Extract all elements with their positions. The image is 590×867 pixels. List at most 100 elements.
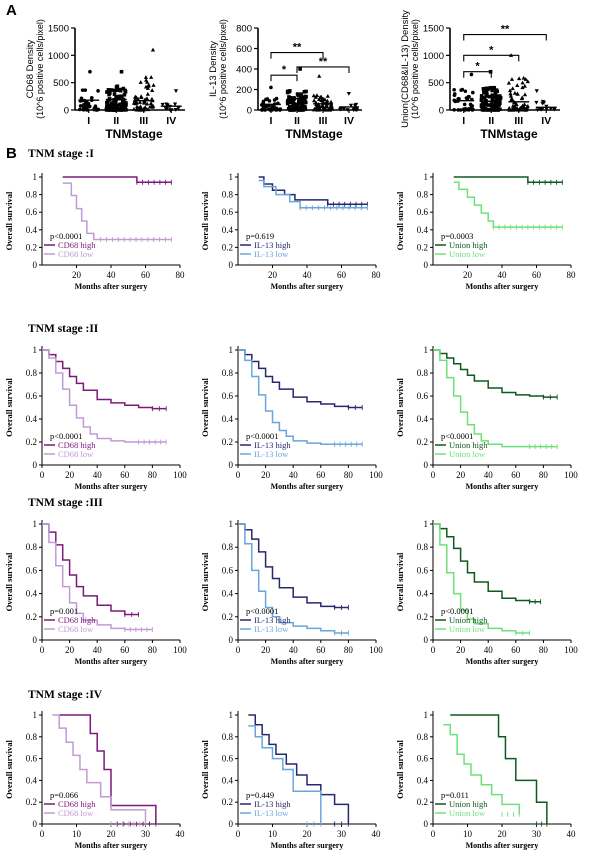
legend-entry: CD68 low — [58, 624, 94, 634]
p-value: p<0.0001 — [441, 606, 473, 616]
y-axis-label: Overall survival — [4, 191, 14, 250]
x-tick-label: I — [87, 115, 90, 127]
x-axis-label: Months after surgery — [271, 841, 344, 850]
km-curve-low — [453, 181, 563, 228]
scatter-point — [482, 95, 487, 100]
x-tick-label: 0 — [236, 829, 241, 839]
scatter-point — [492, 85, 497, 90]
scatter-point — [544, 107, 549, 112]
p-value: p=0.449 — [246, 790, 274, 800]
scatter-point — [490, 88, 494, 93]
scatter-point — [143, 75, 149, 79]
scatter-point — [317, 97, 322, 101]
scatter-point — [452, 93, 457, 98]
stage-title-2: TNM stage :II — [28, 323, 99, 335]
y-tick-label: 500 — [428, 78, 444, 89]
scatter-point — [341, 107, 347, 112]
scatter-point — [489, 102, 494, 107]
x-tick-label: 0 — [431, 829, 436, 839]
scatter-point — [146, 82, 151, 87]
x-tick-label: 0 — [236, 645, 241, 655]
scatter-point — [535, 108, 540, 113]
scatter-point — [523, 77, 528, 81]
scatter-point — [173, 89, 179, 94]
scatter-point — [265, 97, 270, 101]
scatter-point — [285, 99, 290, 104]
scatter-point — [328, 104, 333, 108]
y-tick-label: 0.8 — [26, 732, 38, 742]
x-tick-label: 60 — [532, 270, 542, 280]
scatter-point — [506, 80, 511, 85]
x-tick-label: II — [113, 115, 119, 127]
scatter-point — [114, 107, 119, 111]
x-tick-label: 100 — [173, 645, 187, 655]
x-axis-label: Months after surgery — [75, 841, 148, 850]
y-tick-label: 1 — [33, 710, 38, 720]
scatter-point — [94, 107, 99, 111]
scatter-point — [144, 96, 150, 101]
legend-entry: CD68 high — [58, 440, 96, 450]
scatter-point — [452, 108, 456, 112]
legend-entry: Union high — [449, 615, 488, 625]
scatter-point — [147, 104, 153, 109]
y-tick-label: 0 — [33, 460, 38, 470]
x-tick-label: 80 — [148, 645, 158, 655]
x-axis-label: Months after surgery — [466, 841, 539, 850]
legend-entry: CD68 low — [58, 808, 94, 818]
x-tick-label: 20 — [261, 470, 271, 480]
scatter-point — [299, 92, 303, 96]
p-value: p=0.619 — [246, 231, 274, 241]
scatter-point — [352, 103, 358, 108]
scatter-point — [498, 107, 502, 112]
scatter-point — [83, 88, 88, 92]
scatter-point — [119, 69, 124, 74]
scatter-point — [484, 107, 489, 112]
x-tick-label: III — [514, 115, 523, 127]
scatter-point — [297, 107, 302, 112]
scatter-point — [88, 69, 92, 74]
scatter-point — [507, 88, 513, 93]
x-tick-label: II — [488, 115, 494, 127]
x-tick-label: 40 — [372, 829, 382, 839]
scatter-point — [523, 107, 528, 112]
scatter-point — [299, 98, 303, 102]
scatter-point — [522, 92, 528, 97]
km-curve-high — [238, 523, 349, 609]
y-tick-label: 0 — [439, 106, 444, 117]
scatter-point — [348, 103, 354, 108]
x-tick-label: 40 — [289, 645, 299, 655]
scatter-point — [469, 105, 474, 110]
scatter-point — [105, 108, 110, 112]
scatter-point — [534, 89, 539, 94]
y-axis-label: Union(CD68&IL-13) Density — [400, 10, 411, 128]
scatter-point — [460, 87, 465, 92]
significance-label: ** — [319, 56, 328, 68]
significance-bracket — [296, 66, 350, 73]
scatter-point — [517, 76, 522, 81]
y-tick-label: 1 — [33, 172, 38, 182]
scatter-point — [521, 75, 526, 80]
y-tick-label: 1 — [424, 345, 429, 355]
panel-label-b: B — [6, 145, 17, 162]
x-tick-label: 20 — [261, 645, 271, 655]
scatter-point — [322, 97, 327, 102]
legend-entry: IL-13 low — [254, 449, 289, 459]
p-value: p=0.001 — [50, 606, 78, 616]
y-tick-label: 0.8 — [222, 368, 234, 378]
scatter-point — [296, 93, 301, 98]
km-2-2: 0 0.2 0.4 0.6 0.8 1 0 20 40 60 80 100 Months after s… — [200, 345, 383, 491]
scatter-point — [112, 92, 117, 96]
scatter-point — [486, 87, 490, 92]
y-tick-label: 1 — [424, 519, 429, 529]
scatter-point — [495, 108, 500, 112]
scatter-point — [118, 102, 123, 106]
y-tick-label: 0.2 — [417, 437, 428, 447]
significance-label: ** — [501, 24, 510, 36]
x-tick-label: 60 — [120, 470, 130, 480]
km-curve-high — [453, 176, 563, 184]
scatter-point — [121, 86, 126, 91]
legend-entry: IL-13 low — [254, 249, 289, 259]
x-tick-label: I — [462, 115, 465, 127]
km-3-1: 0 0.2 0.4 0.6 0.8 1 0 20 40 60 80 100 Months after s… — [4, 519, 187, 666]
y-tick-label: 0.8 — [222, 190, 234, 200]
